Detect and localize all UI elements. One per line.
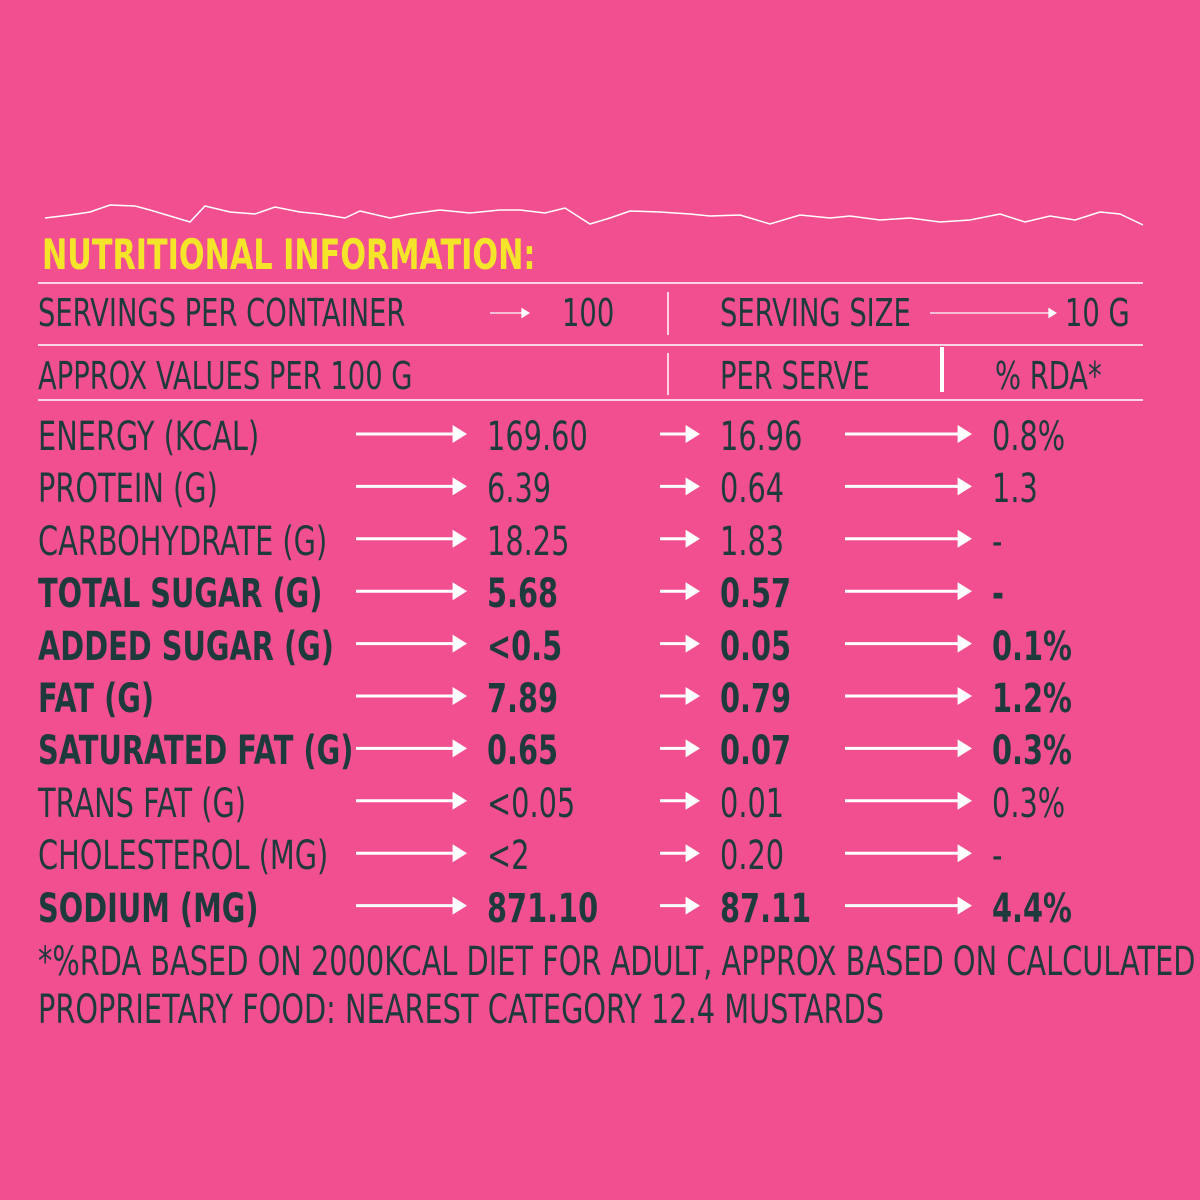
arrow	[845, 739, 972, 758]
value-per-serve: 0.20	[720, 833, 785, 880]
value-per-serve: 0.79	[720, 676, 792, 722]
value-per-100g: 871.10	[487, 885, 599, 932]
serving-size-value: 10 G	[1065, 291, 1130, 335]
arrow	[660, 425, 700, 443]
nutrient-name: PROTEIN (G)	[38, 466, 218, 513]
value-rda: -	[992, 833, 1003, 880]
arrow	[660, 634, 700, 653]
value-per-100g: 18.25	[487, 518, 570, 565]
arrow	[660, 896, 700, 915]
arrow	[845, 687, 972, 705]
value-per-serve: 0.57	[720, 571, 792, 618]
value-per-serve: 0.05	[720, 623, 792, 670]
servings-label: SERVINGS PER CONTAINER	[38, 291, 406, 335]
value-rda: 4.4%	[992, 885, 1072, 932]
nutrient-name: ENERGY (KCAL)	[38, 414, 260, 460]
arrow	[660, 582, 700, 601]
arrow	[356, 529, 467, 548]
value-per-100g: <2	[487, 833, 530, 880]
arrow	[660, 844, 700, 863]
arrow	[356, 791, 467, 810]
arrow	[356, 687, 467, 705]
value-rda: 0.3%	[992, 780, 1066, 827]
arrow	[490, 307, 530, 319]
arrow	[660, 791, 700, 810]
value-rda: -	[992, 518, 1003, 565]
value-per-serve: 0.64	[720, 466, 785, 513]
nutrient-name: TRANS FAT (G)	[38, 780, 247, 827]
arrow	[356, 582, 467, 601]
value-per-100g: <0.05	[487, 780, 576, 827]
arrow	[845, 529, 972, 548]
arrow	[660, 477, 700, 496]
value-per-100g: 0.65	[487, 728, 559, 775]
servings-value: 100	[562, 291, 615, 335]
value-per-100g: 169.60	[487, 414, 588, 460]
arrow	[845, 634, 972, 653]
nutrient-name: SODIUM (MG)	[38, 885, 259, 932]
value-per-serve: 87.11	[720, 885, 812, 932]
column-per-serve: PER SERVE	[720, 354, 870, 398]
value-rda: 0.1%	[992, 623, 1072, 670]
column-rda: % RDA*	[995, 354, 1102, 398]
arrow	[660, 739, 700, 758]
arrow	[845, 582, 972, 601]
value-per-100g: 5.68	[487, 571, 559, 618]
nutrient-name: TOTAL SUGAR (G)	[38, 571, 323, 618]
footnote: *%RDA BASED ON 2000KCAL DIET FOR ADULT, …	[38, 939, 1200, 985]
value-per-100g: 7.89	[487, 676, 559, 722]
value-per-serve: 16.96	[720, 414, 803, 460]
arrow	[930, 307, 1057, 319]
arrow	[356, 896, 467, 915]
value-per-100g: 6.39	[487, 466, 552, 513]
rules	[38, 282, 1143, 401]
value-rda: 0.3%	[992, 728, 1072, 775]
serving-size-label: SERVING SIZE	[720, 291, 911, 335]
title: NUTRITIONAL INFORMATION:	[42, 230, 536, 279]
nutrient-name: CARBOHYDRATE (G)	[38, 518, 328, 565]
arrow	[845, 844, 972, 863]
mountain-line	[44, 204, 1144, 226]
footnote: PROPRIETARY FOOD: NEAREST CATEGORY 12.4 …	[38, 987, 884, 1033]
arrow	[660, 687, 700, 705]
arrow	[845, 477, 972, 496]
value-per-serve: 0.07	[720, 728, 792, 775]
arrow	[356, 634, 467, 653]
arrow	[845, 791, 972, 810]
value-per-100g: <0.5	[487, 623, 563, 670]
value-rda: 1.2%	[992, 676, 1072, 722]
value-per-serve: 0.01	[720, 780, 785, 827]
arrow	[356, 477, 467, 496]
nutrient-name: SATURATED FAT (G)	[38, 728, 354, 775]
arrow	[845, 425, 972, 443]
arrow	[356, 425, 467, 443]
value-per-serve: 1.83	[720, 518, 785, 565]
arrow	[660, 529, 700, 548]
arrow	[356, 739, 467, 758]
value-rda: 0.8%	[992, 414, 1066, 460]
nutrient-name: FAT (G)	[38, 676, 155, 722]
column-basis: APPROX VALUES PER 100 G	[38, 354, 413, 398]
nutrient-name: ADDED SUGAR (G)	[38, 623, 334, 670]
value-rda: 1.3	[992, 466, 1038, 513]
value-rda: -	[992, 571, 1004, 618]
arrow	[845, 896, 972, 915]
arrow	[356, 844, 467, 863]
nutrient-name: CHOLESTEROL (MG)	[38, 833, 329, 880]
